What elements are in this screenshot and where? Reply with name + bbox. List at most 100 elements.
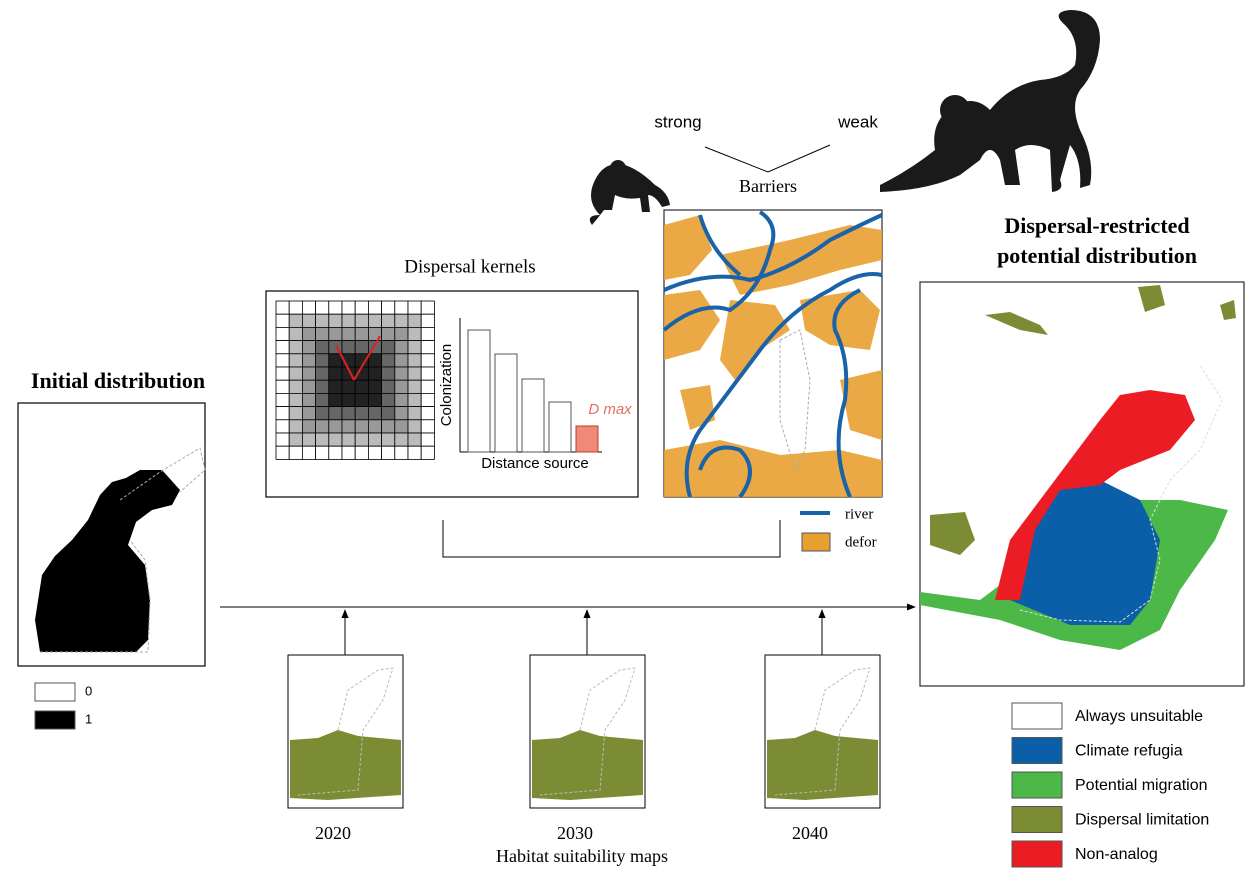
legend-swatch — [1011, 702, 1063, 730]
barrier-panel-shape-shape — [663, 213, 883, 292]
grid-cell — [420, 406, 435, 421]
weak-label: weak — [837, 112, 878, 131]
habitat-maps: 2020 2030 2040 — [287, 609, 881, 843]
grid-cell — [420, 326, 435, 341]
habitat-title: Habitat suitability maps — [496, 846, 668, 866]
grid-cell — [381, 340, 396, 355]
grid-cell — [381, 366, 396, 381]
initial-panel-shape — [35, 470, 180, 652]
result-panel-shape — [995, 390, 1195, 600]
grid-cell — [367, 300, 382, 315]
grid-cell — [394, 419, 409, 434]
grid-cell — [328, 353, 343, 368]
initial-panel: Initial distribution 0 1 — [17, 368, 206, 730]
river-label: river — [845, 506, 873, 522]
grid-cell — [407, 419, 422, 434]
grid-cell — [354, 432, 369, 447]
grid-cell — [275, 445, 290, 460]
grid-cell — [301, 406, 316, 421]
grid-cell — [354, 406, 369, 421]
barrier-panel-shape-shape — [664, 215, 712, 280]
kernel-panel-shape — [467, 329, 491, 453]
grid-cell — [301, 340, 316, 355]
grid-cell — [407, 353, 422, 368]
legend-label: 0 — [85, 683, 92, 698]
grid-cell — [341, 432, 356, 447]
grid-cell — [341, 300, 356, 315]
grid-cell — [354, 445, 369, 460]
grid-cell — [275, 432, 290, 447]
grid-cell — [301, 313, 316, 328]
grid-cell — [341, 313, 356, 328]
strong-label: strong — [654, 112, 701, 131]
grid-cell — [394, 353, 409, 368]
grid-cell — [288, 432, 303, 447]
grid-cell — [275, 419, 290, 434]
grid-cell — [301, 432, 316, 447]
grid-cell — [354, 326, 369, 341]
kernel-panel-shape — [494, 353, 518, 453]
result-legend: Always unsuitable Climate refugia Potentia… — [1011, 702, 1209, 868]
range-outline — [539, 667, 636, 796]
grid-cell — [420, 392, 435, 407]
legend-swatch — [1011, 840, 1063, 868]
grid-cell — [354, 340, 369, 355]
legend-swatch — [1011, 737, 1063, 764]
kernel-panel-shape — [575, 425, 599, 453]
grid-cell — [341, 392, 356, 407]
grid-cell — [394, 326, 409, 341]
grid-cell — [381, 300, 396, 315]
grid-cell — [315, 353, 330, 368]
suitable-area — [290, 730, 401, 800]
result-panel-shape — [1010, 480, 1160, 625]
grid-cell — [275, 392, 290, 407]
kernel-panel: Dispersal kernels Colonization Distance … — [265, 256, 639, 498]
legend-swatch — [34, 710, 76, 730]
grid-cell — [407, 313, 422, 328]
grid-cell — [301, 326, 316, 341]
grid-cell — [328, 445, 343, 460]
grid-cell — [394, 313, 409, 328]
grid-cell — [315, 326, 330, 341]
barrier-panel-shape-shape — [800, 290, 880, 350]
grid-cell — [367, 406, 382, 421]
grid-cell — [288, 353, 303, 368]
legend-swatch — [1011, 771, 1063, 799]
barrier-panel-shape — [801, 532, 831, 552]
result-panel-shape-shape — [1138, 285, 1165, 312]
grid-cell — [301, 353, 316, 368]
grid-cell — [288, 366, 303, 381]
barrier-panel-shape-shape — [720, 300, 790, 380]
grid-cell — [288, 392, 303, 407]
barrier-panel: strong weak Barriers river defor — [442, 112, 883, 558]
result-panel: Dispersal-restricted potential distribut… — [919, 213, 1245, 868]
grid-cell — [301, 379, 316, 394]
grid-cell — [341, 406, 356, 421]
defor-label: defor — [845, 534, 877, 550]
grid-cell — [315, 392, 330, 407]
grid-cell — [367, 392, 382, 407]
grid-cell — [367, 419, 382, 434]
grid-cell — [288, 406, 303, 421]
range-outline — [297, 667, 394, 796]
legend-swatch — [1011, 806, 1063, 833]
grid-cell — [394, 432, 409, 447]
grid-cell — [288, 340, 303, 355]
grid-cell — [381, 406, 396, 421]
grid-cell — [381, 445, 396, 460]
grid-cell — [367, 445, 382, 460]
grid-cell — [354, 313, 369, 328]
barrier-panel-shape — [442, 520, 781, 558]
result-panel-shape-shape — [985, 312, 1048, 335]
barrier-panel-shape-shape — [698, 445, 752, 499]
grid-cell — [367, 326, 382, 341]
grid-cell — [301, 419, 316, 434]
grid-cell — [275, 366, 290, 381]
grid-cell — [394, 406, 409, 421]
grid-cell — [367, 379, 382, 394]
legend-swatch — [34, 682, 76, 702]
grid-cell — [301, 392, 316, 407]
grid-cell — [328, 406, 343, 421]
y-axis-label: Colonization — [438, 344, 455, 427]
grid-cell — [275, 353, 290, 368]
